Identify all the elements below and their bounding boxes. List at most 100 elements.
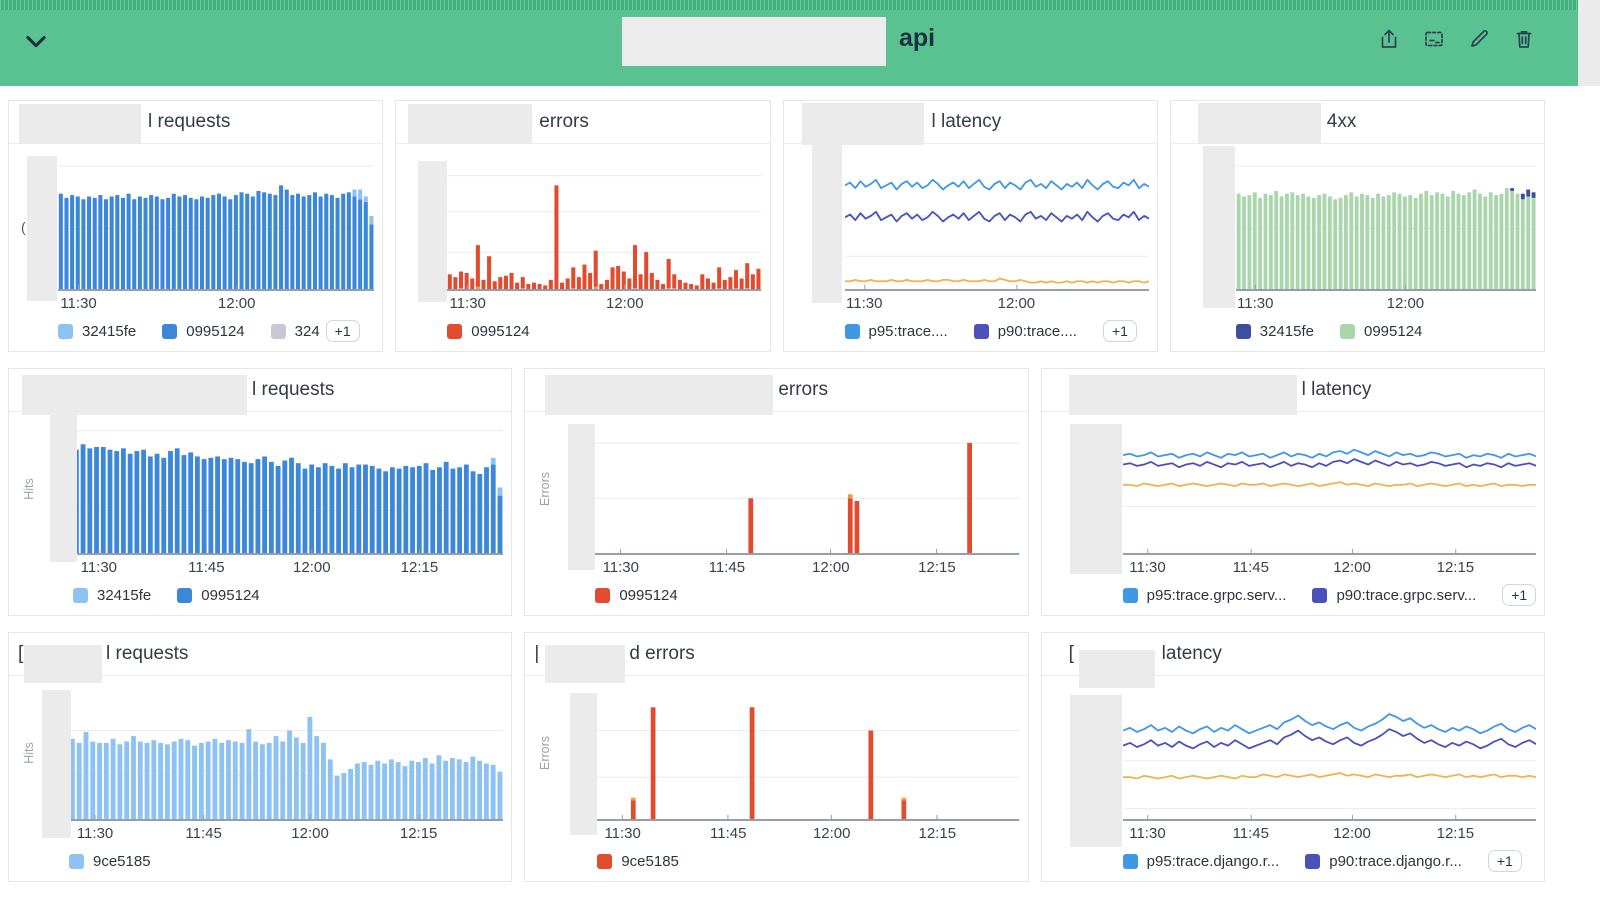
legend-more-button[interactable]: +1 bbox=[1102, 320, 1137, 342]
widget-title-bar: [ l requests bbox=[9, 633, 512, 676]
redaction-overlay bbox=[50, 415, 77, 562]
legend-item[interactable]: 0995124 bbox=[162, 322, 245, 340]
chart-canvas[interactable] bbox=[1236, 152, 1536, 291]
x-tick-label: 11:30 bbox=[1237, 295, 1274, 312]
line-series-p95 bbox=[1123, 714, 1536, 733]
widget-row-1: l requests 11:30 12:00 32415fe 0995124 324 +… bbox=[8, 100, 1545, 352]
x-axis: 11:30 11:45 12:00 12:15 bbox=[595, 555, 1019, 579]
redaction-overlay bbox=[42, 690, 71, 838]
widget-title-prefix: [ bbox=[18, 643, 24, 664]
legend-label: 0995124 bbox=[619, 586, 678, 604]
x-tick-label: 12:00 bbox=[812, 825, 851, 842]
redaction-overlay bbox=[1069, 424, 1122, 574]
legend-chip bbox=[597, 853, 613, 869]
x-axis: 11:30 11:45 12:00 12:15 bbox=[69, 821, 503, 845]
legend-item[interactable]: p90:trace.grpc.serv... bbox=[1312, 587, 1476, 604]
bar-series-9ce5185 bbox=[69, 716, 503, 821]
dashboard-header: api bbox=[0, 0, 1600, 86]
legend-item[interactable]: p90:trace.... bbox=[973, 323, 1077, 340]
widget-title-bar: | d errors bbox=[525, 633, 1028, 676]
widget-title: l requests bbox=[148, 111, 231, 132]
chart-canvas[interactable] bbox=[447, 152, 761, 291]
legend-item[interactable]: p95:trace.django.r... bbox=[1122, 852, 1280, 870]
legend-item[interactable]: p95:trace.grpc.serv... bbox=[1122, 587, 1286, 604]
legend: 32415fe 0995124 bbox=[73, 579, 503, 611]
chart-plot-area bbox=[845, 152, 1149, 291]
widget-title-bar: [ latency bbox=[1041, 633, 1544, 676]
legend-label: 0995124 bbox=[186, 322, 245, 340]
legend-chip bbox=[844, 323, 860, 339]
chart-canvas[interactable] bbox=[597, 684, 1019, 821]
legend-label: p95:trace.django.r... bbox=[1146, 852, 1280, 870]
legend-item[interactable]: 324 bbox=[270, 323, 320, 340]
legend-item[interactable]: p95:trace.... bbox=[844, 323, 948, 340]
panel-latency-2: l latency 11:30 11:45 12:00 12:15 p95:trace… bbox=[1040, 368, 1545, 616]
bar-series-0995124 bbox=[73, 444, 503, 555]
redaction-overlay bbox=[27, 156, 57, 301]
chart-plot-area bbox=[73, 420, 503, 555]
legend-label: 32415fe bbox=[1259, 322, 1314, 340]
legend-chip bbox=[73, 587, 88, 603]
legend-chip bbox=[1305, 853, 1321, 869]
dashboard-grid: l requests 11:30 12:00 32415fe 0995124 324 +… bbox=[0, 86, 1600, 882]
y-axis-label: Errors bbox=[538, 735, 553, 771]
legend-item[interactable]: 9ce5185 bbox=[597, 853, 679, 870]
legend-more-button[interactable]: +1 bbox=[1487, 850, 1522, 872]
legend-more-button[interactable]: +1 bbox=[1502, 584, 1537, 606]
widget-title: errors bbox=[539, 111, 589, 132]
x-axis: 11:30 12:00 bbox=[447, 291, 761, 315]
chevron-down-icon[interactable] bbox=[20, 26, 52, 58]
bar-series-9ce5185-warn bbox=[631, 797, 907, 801]
widget-title-bar: errors bbox=[396, 101, 770, 144]
x-tick-label: 11:30 bbox=[449, 295, 486, 312]
chart-canvas[interactable] bbox=[69, 684, 503, 821]
bar-series-0995124 bbox=[448, 185, 761, 291]
legend-item[interactable]: 32415fe bbox=[58, 323, 136, 340]
x-tick-label: 12:00 bbox=[812, 559, 850, 576]
legend-item[interactable]: 0995124 bbox=[447, 323, 530, 340]
y-axis-label: Errors bbox=[538, 471, 553, 507]
chart-canvas[interactable] bbox=[1123, 684, 1536, 821]
legend-item[interactable]: 0995124 bbox=[1339, 323, 1422, 340]
legend-chip bbox=[595, 587, 611, 603]
legend-more-button[interactable]: +1 bbox=[325, 320, 360, 342]
share-icon[interactable] bbox=[1377, 27, 1401, 51]
chart-canvas[interactable] bbox=[845, 152, 1149, 291]
legend-item[interactable]: 32415fe bbox=[73, 587, 151, 604]
chart-canvas[interactable] bbox=[58, 152, 374, 291]
chart-canvas[interactable] bbox=[1123, 420, 1536, 555]
widget-title: l latency bbox=[1301, 379, 1372, 400]
legend: p95:trace.... p90:trace.... +1 bbox=[844, 315, 1149, 347]
line-series-p50 bbox=[1123, 482, 1536, 486]
x-tick-label: 12:00 bbox=[606, 295, 644, 312]
x-axis: 11:30 12:00 bbox=[845, 291, 1149, 315]
widget-row-2: l requests 11:30 11:45 12:00 12:15 32415fe 0… bbox=[8, 368, 1545, 616]
delete-icon[interactable] bbox=[1512, 27, 1536, 51]
x-tick-label: 11:45 bbox=[1232, 825, 1269, 842]
legend: p95:trace.django.r... p90:trace.django.r.… bbox=[1122, 845, 1536, 877]
bar-series-0995124 bbox=[748, 442, 973, 555]
edit-icon[interactable] bbox=[1467, 27, 1491, 51]
legend-item[interactable]: 0995124 bbox=[595, 586, 678, 604]
chart-plot-area bbox=[595, 420, 1019, 555]
legend-chip bbox=[973, 323, 989, 339]
redaction-overlay bbox=[570, 693, 598, 835]
legend-item[interactable]: 9ce5185 bbox=[69, 853, 151, 870]
copy-icon[interactable] bbox=[1422, 27, 1446, 51]
x-tick-label: 11:45 bbox=[708, 559, 746, 576]
dashboard-title: api bbox=[899, 24, 936, 52]
chart-canvas[interactable] bbox=[73, 420, 503, 555]
line-series-p50 bbox=[1123, 773, 1536, 778]
widget-title: l requests bbox=[106, 643, 189, 664]
chart-canvas[interactable] bbox=[595, 420, 1019, 555]
line-series-p90 bbox=[845, 212, 1149, 222]
legend-item[interactable]: 32415fe bbox=[1235, 322, 1314, 340]
legend-item[interactable]: 0995124 bbox=[177, 586, 260, 604]
x-tick-label: 11:45 bbox=[1232, 559, 1269, 576]
redaction-overlay bbox=[801, 103, 924, 145]
legend-label: 0995124 bbox=[201, 586, 260, 604]
legend-item[interactable]: p90:trace.django.r... bbox=[1305, 853, 1462, 870]
legend-label: 9ce5185 bbox=[621, 852, 679, 870]
x-tick-label: 11:30 bbox=[1129, 825, 1166, 842]
redaction-overlay bbox=[811, 145, 842, 303]
